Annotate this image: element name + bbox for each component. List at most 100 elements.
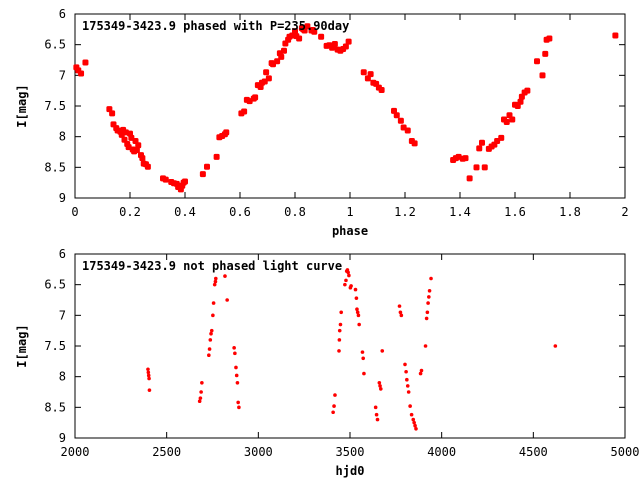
data-point [418,371,423,376]
data-point [214,276,218,281]
data-point [375,417,380,422]
data-point [373,405,378,410]
data-point [354,296,359,300]
data-point [292,28,298,35]
y-tick-label: 9 [59,191,66,205]
data-point [146,373,151,378]
data-point [139,155,146,162]
data-point [355,307,359,312]
data-point [344,278,348,283]
data-point [524,87,531,94]
y-axis-label: I[mag] [15,84,29,127]
data-point [345,38,352,45]
data-point [425,310,430,315]
data-point [399,313,404,318]
y-tick-label: 7.5 [44,99,66,113]
data-point [411,140,418,147]
data-points [146,268,558,431]
data-point [361,356,366,361]
data-point [408,404,412,408]
x-axis: 0 0.2 0.4 0.6 0.8 1 1.2 1.4 1.6 1.8 2 [71,14,629,219]
data-point [339,310,344,315]
data-point [397,304,402,308]
data-point [462,155,469,162]
data-point [212,282,217,287]
data-point [404,369,408,374]
data-point [211,313,215,318]
data-point [207,347,212,351]
data-point [234,373,239,378]
data-point [539,72,546,79]
data-point [360,350,365,354]
data-point [318,33,325,40]
x-axis-label: phase [332,224,368,238]
data-point [481,164,488,171]
y-tick-label: 6 [59,247,66,261]
data-point [476,145,483,152]
data-point [406,390,411,394]
data-point [412,420,416,425]
data-point [331,41,338,48]
data-point [200,381,204,385]
data-point [419,368,424,373]
x-tick-label: 2 [621,205,628,219]
data-point [233,351,237,356]
data-point [182,178,188,185]
data-point [466,175,473,182]
x-tick-label: 3500 [336,445,365,459]
data-point [534,58,540,65]
chart-title: 175349-3423.9 phased with P=235.90day [82,19,349,33]
data-point [332,404,336,408]
data-point [405,377,409,382]
data-point [378,87,385,94]
data-point [144,163,151,170]
data-point [413,423,417,428]
data-point [612,32,619,39]
x-tick-label: 4000 [427,445,456,459]
data-points [73,23,619,193]
data-point [353,287,358,292]
y-tick-label: 6.5 [44,278,66,292]
data-point [208,338,213,342]
data-point [82,59,89,66]
y-tick-label: 6 [59,7,66,21]
data-point [426,301,430,305]
data-point [349,284,353,288]
data-point [237,405,241,410]
x-tick-label: 1.4 [449,205,471,219]
data-point [146,370,151,375]
x-axis-label: hjd0 [336,464,365,478]
data-point [404,127,411,134]
data-point [213,279,218,284]
x-tick-label: 1.6 [504,205,526,219]
data-point [398,310,403,315]
data-point [278,53,285,60]
data-point [147,388,152,392]
x-tick-label: 2500 [152,445,181,459]
data-point [199,390,203,394]
data-point [333,393,337,397]
data-point [356,313,361,318]
chart-title: 175349-3423.9 not phased light curve [82,259,342,273]
data-point [429,276,433,281]
data-point [211,301,216,305]
data-point [225,298,229,302]
data-point [479,139,485,146]
data-point [337,328,342,333]
data-point [542,50,549,57]
data-point [380,349,385,353]
data-point [281,47,287,54]
y-axis: 6 6.5 7 7.5 8 8.5 9 [44,7,625,205]
x-tick-label: 2000 [61,445,90,459]
data-point [409,412,414,417]
data-point [378,384,382,388]
data-point [427,289,432,293]
data-point [338,322,343,327]
data-point [498,134,505,141]
y-tick-label: 6.5 [44,38,66,52]
x-tick-label: 1.2 [394,205,416,219]
data-point [207,353,211,358]
data-point [397,117,404,124]
data-point [360,69,367,76]
data-point [78,70,85,77]
